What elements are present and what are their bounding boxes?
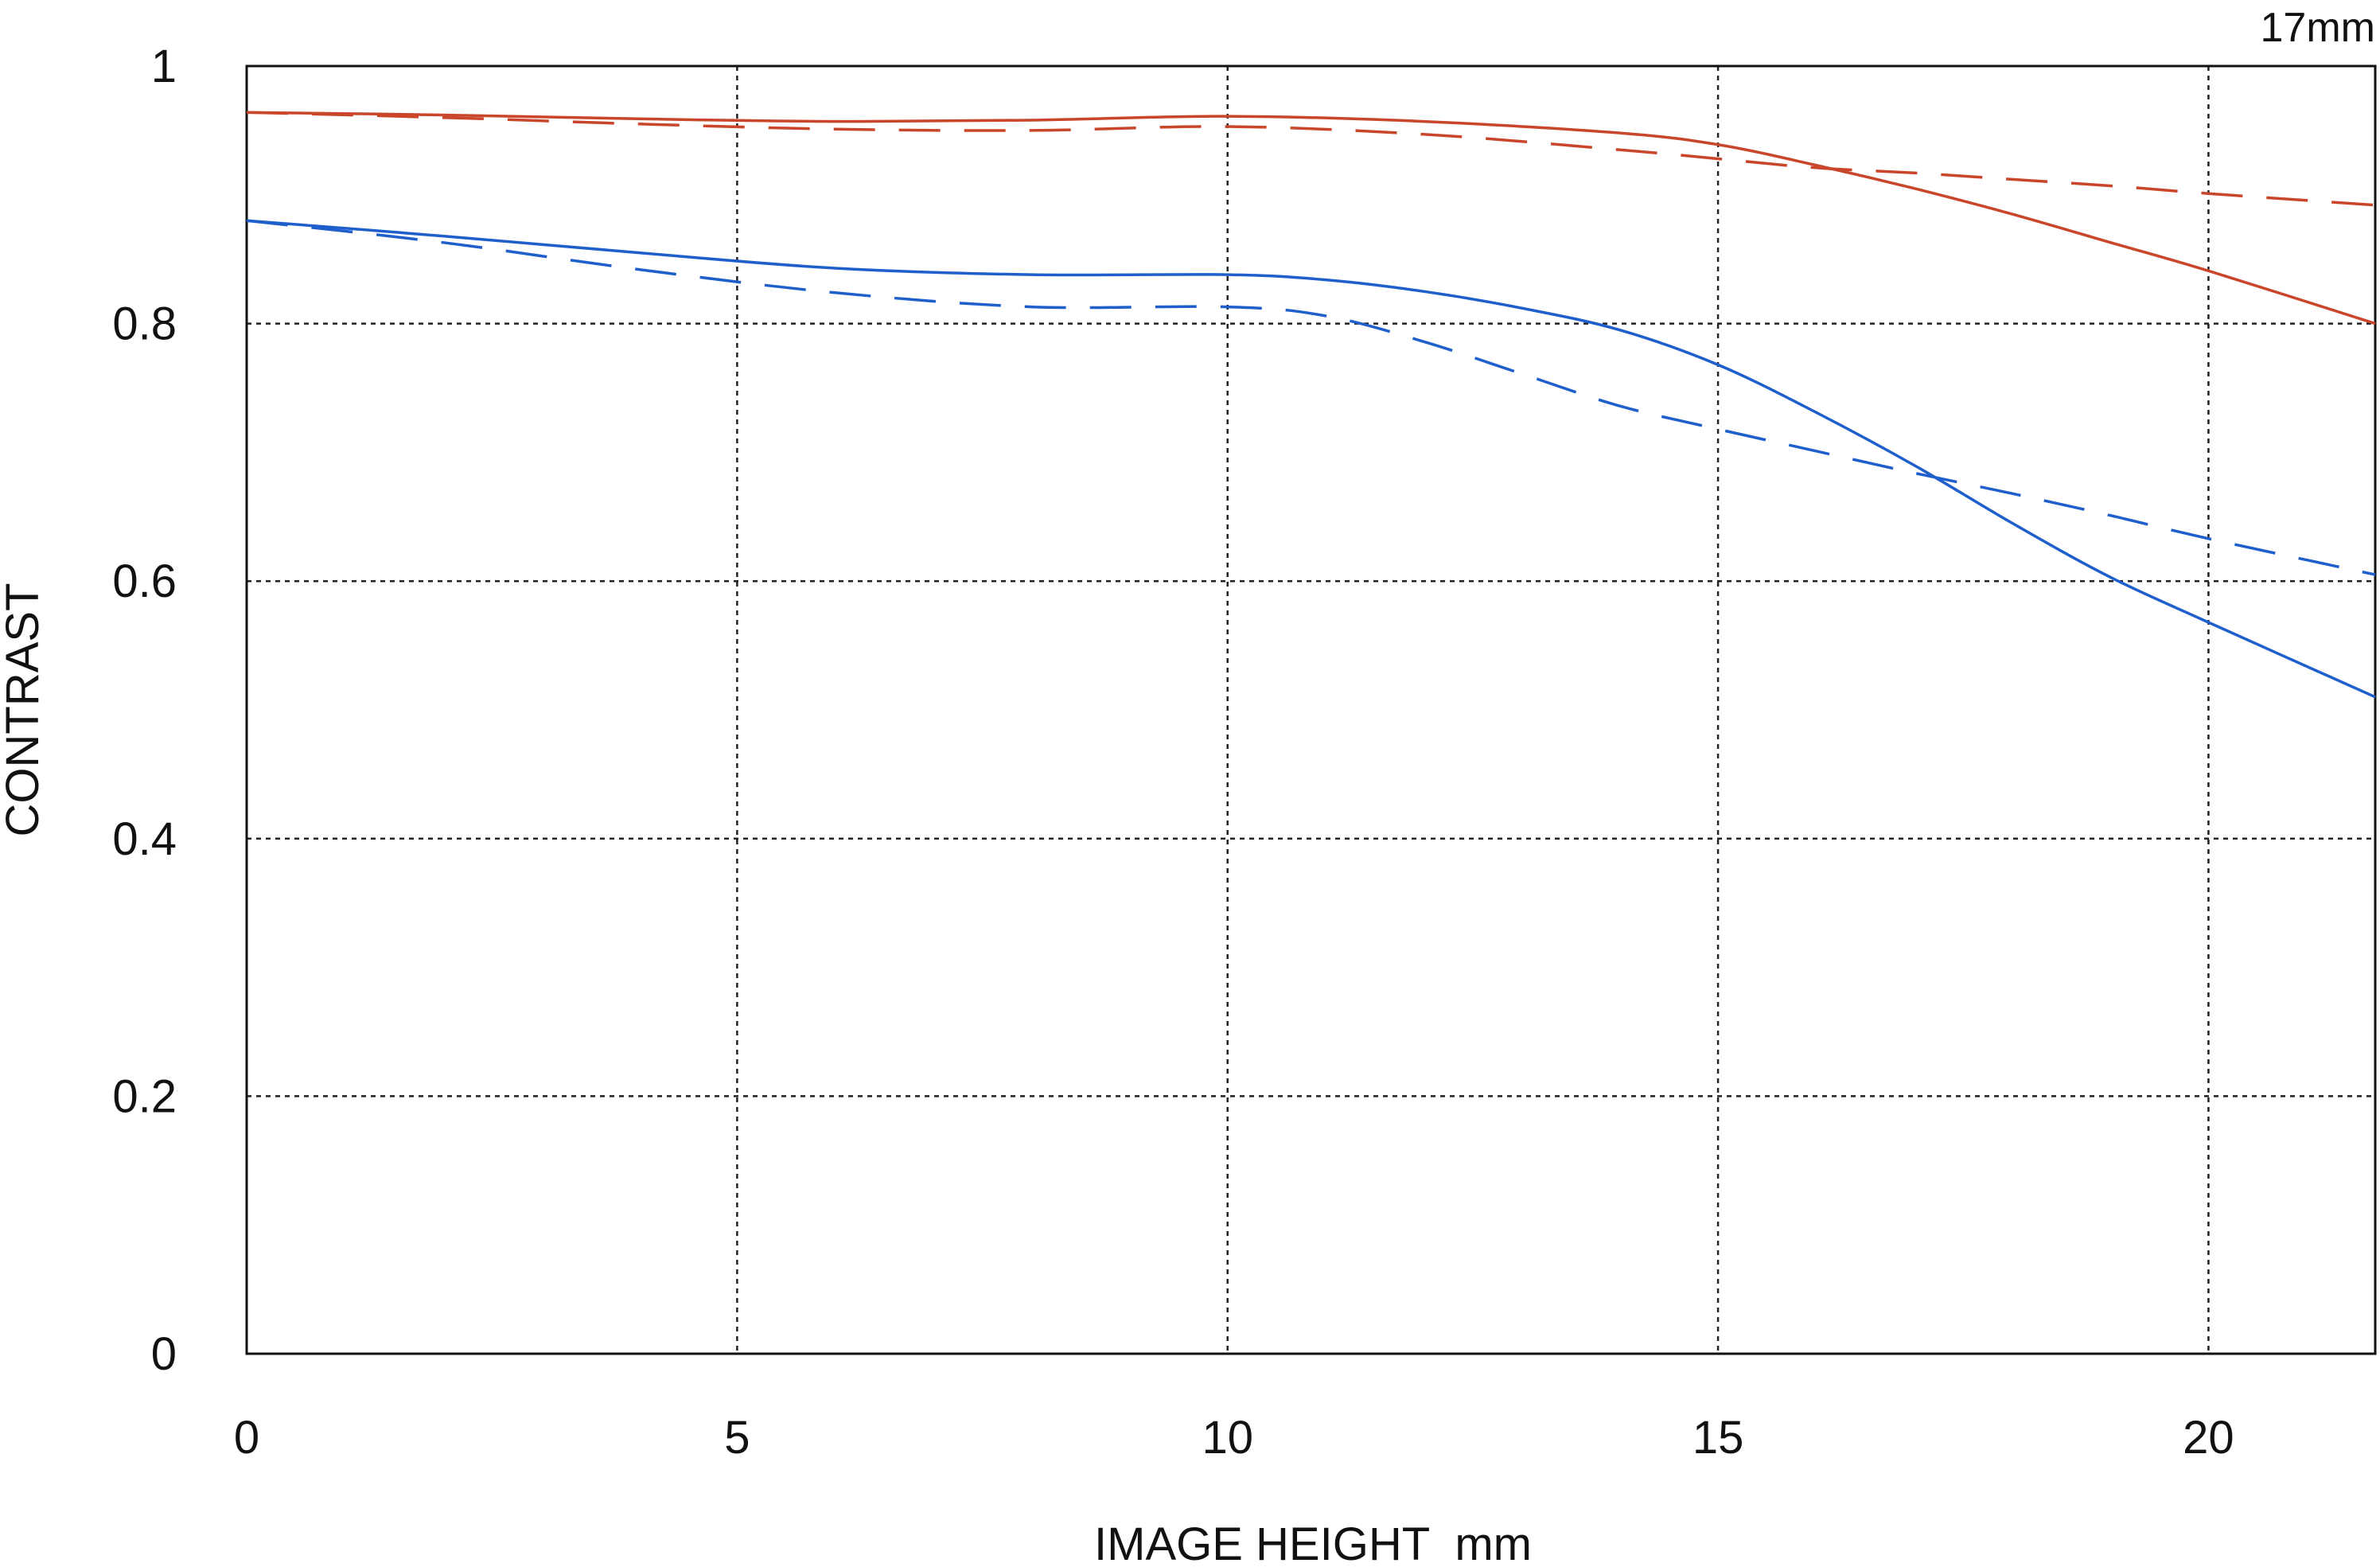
y-tick-label: 0.4 [112, 813, 177, 865]
series-line-1 [246, 111, 2376, 325]
y-tick-label: 1 [151, 41, 177, 92]
corner-label: 17mm [2261, 5, 2375, 51]
x-tick-label: 20 [2183, 1412, 2234, 1464]
x-axis-title: IMAGE HEIGHT mm [1094, 1518, 1532, 1563]
series-layer [246, 111, 2376, 699]
series-line-4 [246, 219, 2376, 576]
y-axis-title: CONTRAST [0, 583, 49, 837]
y-tick-label: 0.2 [112, 1070, 177, 1122]
x-tick-label: 15 [1692, 1412, 1744, 1464]
y-tick-label: 0 [151, 1328, 177, 1380]
series-line-2 [246, 111, 2376, 207]
tick-layer: 0 5 10 15 20 0 0.2 0.4 0.6 0.8 1 [112, 41, 2234, 1464]
x-tick-label: 5 [724, 1412, 750, 1464]
series-line-3 [246, 219, 2376, 699]
y-tick-label: 0.8 [112, 298, 177, 350]
y-tick-label: 0.6 [112, 555, 177, 607]
grid-layer [247, 66, 2375, 1354]
x-tick-label: 0 [234, 1412, 259, 1464]
x-tick-label: 10 [1202, 1412, 1253, 1464]
plot-frame [245, 64, 2377, 1355]
